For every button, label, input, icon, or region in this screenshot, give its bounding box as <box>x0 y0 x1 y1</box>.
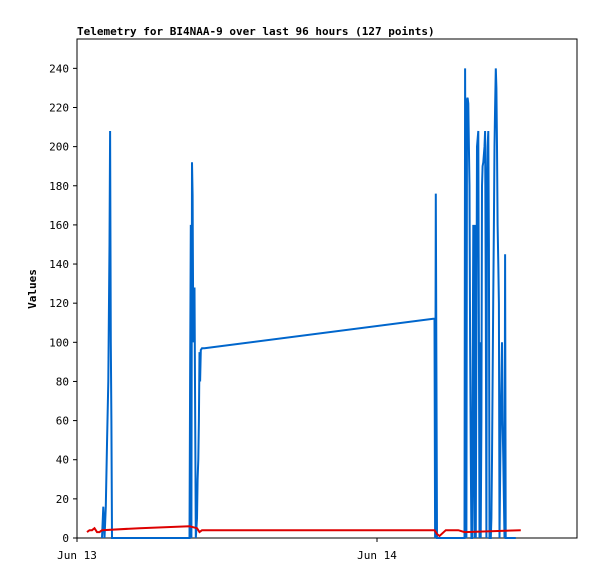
y-tick-label: 0 <box>62 532 69 545</box>
y-tick-label: 220 <box>49 101 69 114</box>
y-axis: 0 20 40 60 80 100 120 140 160 180 200 220 240 <box>49 62 77 545</box>
y-tick-label: 20 <box>56 493 69 506</box>
x-axis: Jun 13 Jun 14 <box>57 538 397 562</box>
y-tick-label: 140 <box>49 258 69 271</box>
y-tick-label: 40 <box>56 454 69 467</box>
chart-title: Telemetry for BI4NAA-9 over last 96 hour… <box>77 25 435 38</box>
series-line-2 <box>86 525 521 538</box>
series-layer <box>86 68 521 539</box>
y-tick-label: 160 <box>49 219 69 232</box>
y-tick-label: 60 <box>56 415 69 428</box>
x-tick-label: Jun 13 <box>57 549 97 562</box>
y-tick-label: 200 <box>49 141 69 154</box>
y-tick-label: 240 <box>49 62 69 75</box>
y-tick-label: 180 <box>49 180 69 193</box>
plot-area <box>76 38 578 539</box>
y-axis-label: Values <box>26 269 39 309</box>
x-tick-label: Jun 14 <box>357 549 397 562</box>
series-line-1 <box>101 68 516 539</box>
y-tick-label: 120 <box>49 297 69 310</box>
y-tick-label: 80 <box>56 375 69 388</box>
y-tick-label: 100 <box>49 336 69 349</box>
